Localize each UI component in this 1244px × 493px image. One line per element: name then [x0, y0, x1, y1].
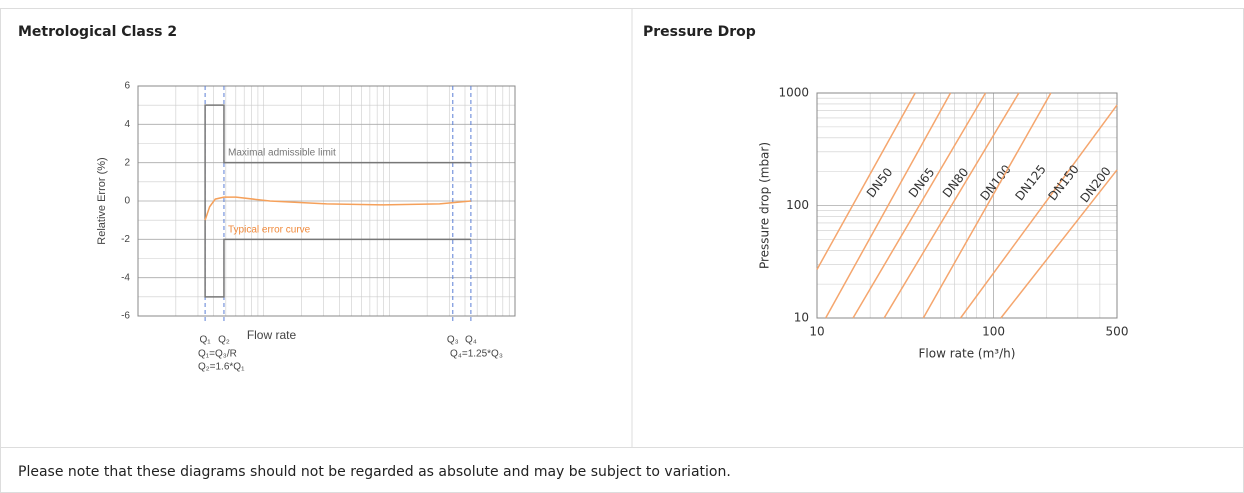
series-line [852, 92, 987, 319]
series-line [1000, 169, 1118, 319]
series-line [204, 196, 471, 221]
y-tick-label: -2 [121, 234, 130, 245]
q-formula: Q₁=Q₃/R [198, 349, 237, 360]
plot-frame [816, 92, 1118, 319]
series-line [204, 104, 471, 298]
y-axis-label: Relative Error (%) [96, 157, 108, 244]
plot-frame [137, 85, 516, 317]
series-label: DN50 [864, 165, 896, 200]
q-formula: Q₄=1.25*Q₃ [450, 349, 503, 360]
y-tick-label: 0 [124, 196, 130, 207]
q-label: Q₄ [465, 335, 477, 346]
y-tick-label: -4 [121, 272, 130, 283]
annotation: Maximal admissible limit [228, 148, 336, 159]
q-formula: Q₂=1.6*Q₁ [198, 362, 245, 373]
series-line [825, 92, 952, 319]
y-tick-label: 100 [786, 198, 809, 212]
series-line [959, 104, 1118, 319]
y-tick-label: 2 [124, 157, 130, 168]
series-line [816, 92, 916, 270]
q-label: Q₃ [447, 335, 459, 346]
q-label: Q₂ [218, 335, 230, 346]
x-tick-label: 100 [982, 325, 1005, 339]
series-label: DN125 [1012, 162, 1048, 203]
panel-title: Pressure Drop [643, 24, 756, 40]
y-tick-label: 10 [794, 311, 809, 325]
y-axis-label: Pressure drop (mbar) [758, 142, 772, 269]
y-tick-label: -6 [121, 311, 130, 322]
series-label: DN80 [940, 165, 972, 200]
note: Please note that these diagrams should n… [18, 464, 731, 480]
x-axis-label: Flow rate (m³/h) [919, 347, 1016, 361]
panel-title: Metrological Class 2 [18, 24, 177, 40]
y-tick-label: 1000 [778, 86, 809, 100]
series-line [883, 92, 1020, 319]
y-tick-label: 4 [124, 119, 130, 130]
series-label: DN150 [1045, 162, 1081, 203]
annotation: Typical error curve [228, 225, 311, 236]
series-label: DN200 [1077, 164, 1113, 205]
series-line [922, 92, 1052, 319]
x-tick-label: 10 [809, 325, 824, 339]
x-tick-label: 500 [1106, 325, 1129, 339]
q-label: Q₁ [200, 335, 212, 346]
x-axis-label: Flow rate [247, 328, 297, 342]
y-tick-label: 6 [124, 81, 130, 92]
